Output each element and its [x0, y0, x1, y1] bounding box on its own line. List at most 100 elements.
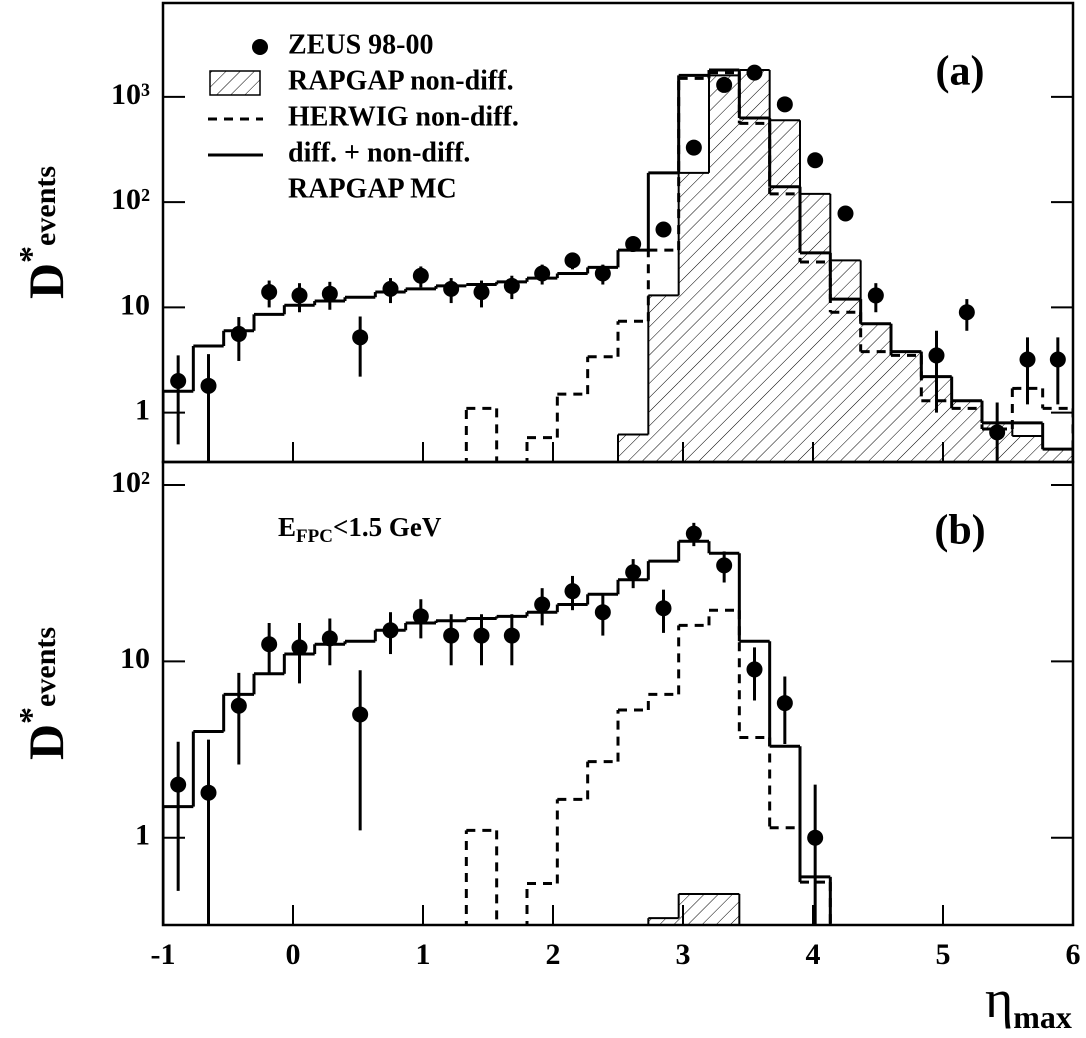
hist-bar [618, 434, 649, 462]
plot-area [163, 64, 1073, 462]
hist-bar [891, 351, 922, 462]
y-label-main: D [18, 263, 74, 299]
y-label-sup: * [13, 246, 50, 263]
legend-marker [252, 39, 268, 55]
x-tick-label: 1 [416, 938, 431, 971]
data-point [776, 96, 793, 113]
legend-label: ZEUS 98-00 [288, 29, 433, 60]
data-point [291, 639, 308, 656]
data-point [928, 347, 945, 364]
data-point [200, 784, 217, 801]
hist-bar [769, 120, 800, 462]
data-point [261, 284, 278, 301]
y-tick-label: 10³ [111, 78, 150, 111]
annotation-rest: <1.5 GeV [333, 512, 442, 542]
data-point [625, 564, 642, 581]
hist-bar [921, 376, 952, 462]
data-point [321, 285, 338, 302]
hist-bar [648, 918, 679, 925]
hist-bar [1012, 436, 1043, 462]
y-axis-label: D*events [13, 166, 75, 299]
data-point [170, 776, 187, 793]
legend-marker [209, 70, 261, 96]
data-point [594, 265, 611, 282]
hist-bar [709, 75, 740, 462]
data-point [230, 325, 247, 342]
data-point [291, 287, 308, 304]
y-tick-label: 1 [135, 819, 150, 852]
x-tick-label: 0 [286, 938, 301, 971]
annotation: EFPC<1.5 GeV [278, 512, 442, 547]
data-point [564, 252, 581, 269]
data-point [230, 697, 247, 714]
legend-label: RAPGAP non-diff. [288, 65, 514, 96]
hist-bar [648, 295, 679, 462]
data-point [958, 304, 975, 321]
legend-label: diff. + non-diff. [288, 137, 470, 168]
data-point [534, 596, 551, 613]
hist-bar [860, 323, 891, 462]
panel-label: (a) [936, 49, 985, 95]
data-point [685, 139, 702, 156]
annotation-main: E [278, 512, 296, 542]
x-tick-label: 4 [806, 938, 821, 971]
data-point [412, 608, 429, 625]
data-point [473, 627, 490, 644]
data-point [382, 280, 399, 297]
data-point [200, 377, 217, 394]
hist-bar [800, 193, 831, 462]
y-tick-label: 10 [120, 288, 150, 321]
annotation-sub: FPC [296, 526, 333, 547]
data-point [655, 600, 672, 617]
x-axis-label: ηmax [985, 969, 1072, 1035]
data-point [170, 372, 187, 389]
data-point [1049, 351, 1066, 368]
y-tick-label: 1 [135, 394, 150, 427]
hist-bar [678, 172, 709, 462]
y-label-sub: events [29, 627, 62, 707]
y-label-sub: events [29, 166, 62, 246]
y-tick-label: 10² [111, 466, 150, 499]
data-point [473, 284, 490, 301]
hist-bar [951, 400, 982, 462]
hist-bar [739, 70, 770, 462]
data-point [625, 236, 642, 253]
y-tick-label: 10 [120, 642, 150, 675]
data-point [685, 525, 702, 542]
x-tick-label: -1 [151, 938, 176, 971]
data-point [776, 695, 793, 712]
x-label-main: η [985, 969, 1013, 1029]
data-point [352, 329, 369, 346]
data-point [746, 661, 763, 678]
data-point [503, 277, 520, 294]
data-point [807, 829, 824, 846]
data-point [503, 627, 520, 644]
legend-label: HERWIG non-diff. [288, 101, 519, 132]
x-tick-label: 5 [936, 938, 951, 971]
data-point [443, 627, 460, 644]
x-tick-label: 6 [1066, 938, 1081, 971]
data-point [655, 221, 672, 238]
data-point [807, 152, 824, 169]
data-point [412, 267, 429, 284]
data-point [867, 287, 884, 304]
y-label-main: D [18, 724, 74, 760]
plot-area [163, 522, 832, 925]
data-point [837, 205, 854, 222]
y-axis-label: D*events [13, 627, 75, 760]
hist-bar [1042, 449, 1073, 462]
data-point [261, 636, 278, 653]
legend-note: RAPGAP MC [288, 173, 457, 204]
data-point [594, 604, 611, 621]
data-point [443, 280, 460, 297]
x-label-sub: max [1013, 999, 1072, 1035]
y-tick-label: 10² [111, 183, 150, 216]
data-point [564, 583, 581, 600]
panel-frame [161, 460, 1075, 927]
panel-label: (b) [934, 508, 985, 554]
x-tick-label: 2 [546, 938, 561, 971]
x-tick-label: 3 [676, 938, 691, 971]
y-label-sup: * [13, 707, 50, 724]
hist-bar [709, 893, 740, 925]
